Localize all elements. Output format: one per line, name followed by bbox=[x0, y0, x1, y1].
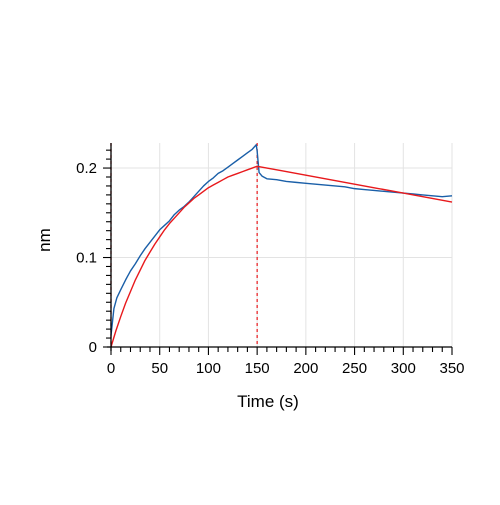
grid-layer bbox=[110, 143, 453, 348]
label-layer: Time (s) nm bbox=[35, 228, 299, 411]
y-tick-label: 0.2 bbox=[76, 160, 97, 177]
x-tick-label: 0 bbox=[107, 360, 115, 377]
y-axis-label: nm bbox=[35, 228, 54, 252]
y-tick-label: 0.1 bbox=[76, 250, 97, 267]
x-tick-label: 350 bbox=[439, 360, 464, 377]
measured-response-line bbox=[110, 144, 453, 336]
x-tick-label: 150 bbox=[245, 360, 270, 377]
x-tick-label: 50 bbox=[151, 360, 168, 377]
series-layer bbox=[110, 144, 453, 348]
x-tick-label: 200 bbox=[293, 360, 318, 377]
x-axis-label: Time (s) bbox=[237, 392, 299, 411]
y-tick-label: 0 bbox=[89, 339, 97, 356]
x-tick-label: 250 bbox=[342, 360, 367, 377]
x-tick-label: 100 bbox=[196, 360, 221, 377]
x-tick-label: 300 bbox=[391, 360, 416, 377]
fitted-curve-line bbox=[110, 165, 453, 348]
axis-layer: 0 50 100 150 200 250 300 350 0 0.1 0.2 bbox=[76, 143, 465, 377]
